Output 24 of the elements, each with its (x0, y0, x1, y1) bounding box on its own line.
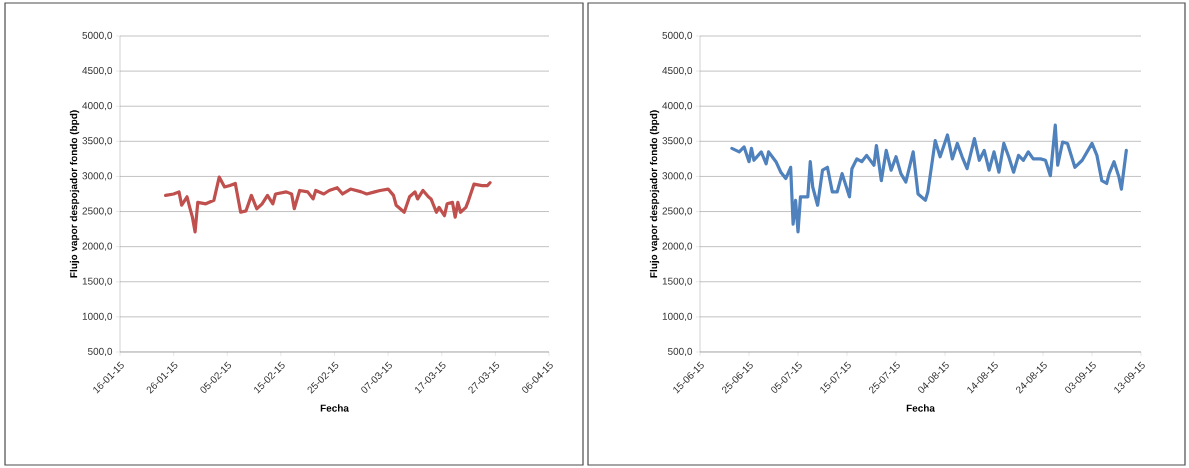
y-tick-label: 3000,0 (662, 172, 693, 181)
y-tick-label: 5000,0 (82, 31, 113, 41)
y-tick-label: 3500,0 (662, 137, 693, 146)
y-tick-label: 2500,0 (82, 207, 113, 216)
y-tick-label: 4000,0 (82, 102, 113, 111)
y-axis-title: Flujo vapor despojador fondo (bpd) (69, 110, 80, 278)
y-tick-label: 4500,0 (662, 66, 693, 76)
y-tick-label: 1000,0 (662, 312, 693, 321)
y-tick-label: 2000,0 (662, 242, 693, 251)
y-tick-label: 2500,0 (662, 207, 693, 216)
y-tick-label: 500,0 (667, 347, 693, 357)
x-axis-title: Fecha (320, 404, 349, 412)
y-tick-label: 4000,0 (662, 102, 693, 111)
x-axis-title: Fecha (906, 404, 935, 412)
y-tick-label: 3500,0 (82, 137, 113, 146)
y-tick-label: 4500,0 (82, 66, 113, 76)
y-tick-label: 1500,0 (82, 277, 113, 286)
y-tick-label: 3000,0 (82, 172, 113, 181)
y-tick-label: 1000,0 (82, 312, 113, 321)
y-tick-label: 5000,0 (662, 31, 693, 41)
y-tick-label: 1500,0 (662, 277, 693, 286)
y-tick-label: 500,0 (87, 347, 113, 357)
y-axis-title: Flujo vapor despojador fondo (bpd) (649, 110, 660, 278)
y-tick-label: 2000,0 (82, 242, 113, 251)
